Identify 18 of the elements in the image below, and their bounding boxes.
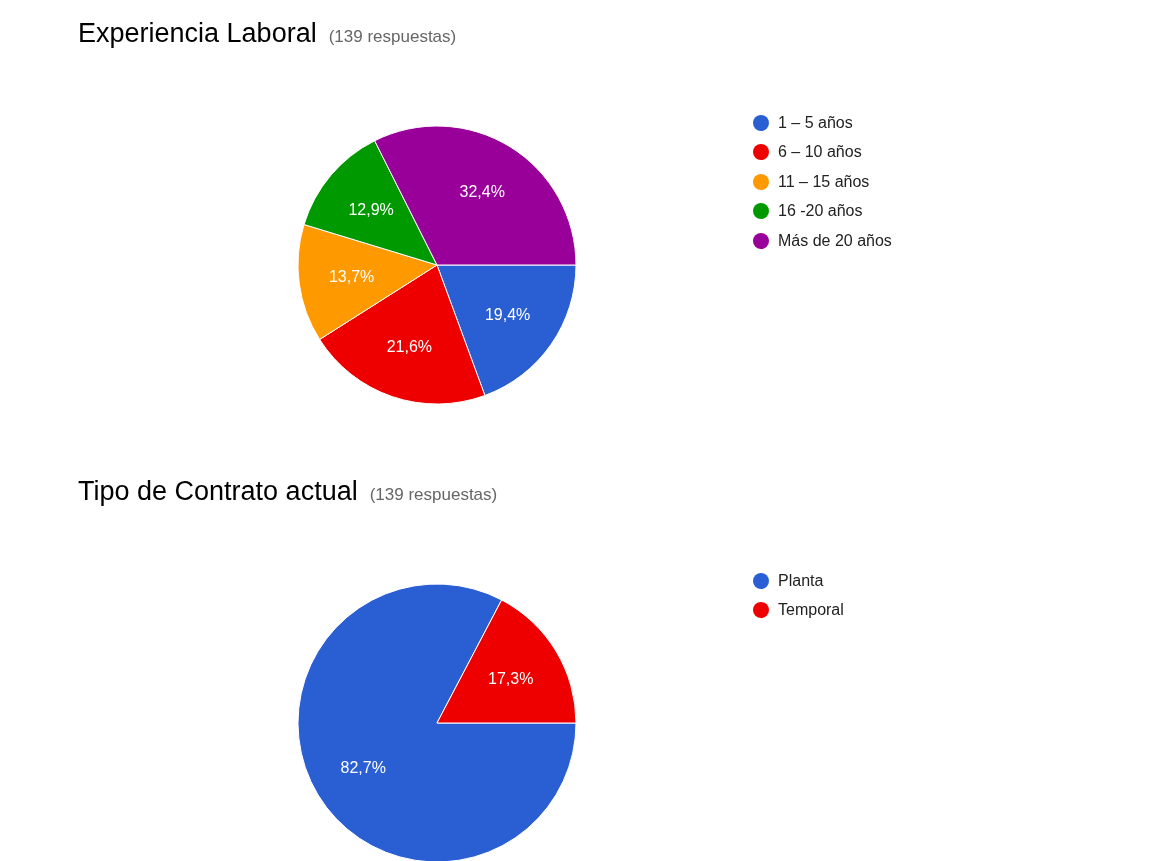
data-label: 19,4% xyxy=(484,305,531,323)
chart-title: Experiencia Laboral xyxy=(78,18,317,48)
chart-title: Tipo de Contrato actual xyxy=(78,476,358,506)
legend-label: 1 – 5 años xyxy=(778,113,853,132)
legend-label: Planta xyxy=(778,571,824,590)
data-label: 82,7% xyxy=(340,759,386,777)
legend-label: 16 -20 años xyxy=(778,202,863,221)
legend-label: Más de 20 años xyxy=(778,231,892,250)
chart-subtitle: (139 respuestas) xyxy=(369,485,498,504)
legend-label: 11 – 15 años xyxy=(778,172,870,191)
chart-subtitle: (139 respuestas) xyxy=(328,27,457,46)
legend-label: Temporal xyxy=(778,601,844,620)
data-label: 17,3% xyxy=(488,669,534,687)
data-label: 21,6% xyxy=(386,338,433,356)
legend-label: 6 – 10 años xyxy=(778,143,862,162)
data-label: 32,4% xyxy=(459,183,505,201)
data-label: 13,7% xyxy=(328,268,375,286)
data-label: 12,9% xyxy=(348,200,394,218)
